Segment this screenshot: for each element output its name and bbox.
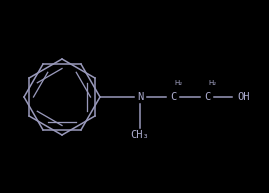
Text: N: N	[137, 92, 143, 102]
Text: OH: OH	[238, 92, 250, 102]
Text: C: C	[170, 92, 176, 102]
Text: CH₃: CH₃	[131, 130, 149, 140]
Text: H₂: H₂	[208, 80, 216, 86]
Text: C: C	[204, 92, 210, 102]
Text: H₂: H₂	[174, 80, 182, 86]
